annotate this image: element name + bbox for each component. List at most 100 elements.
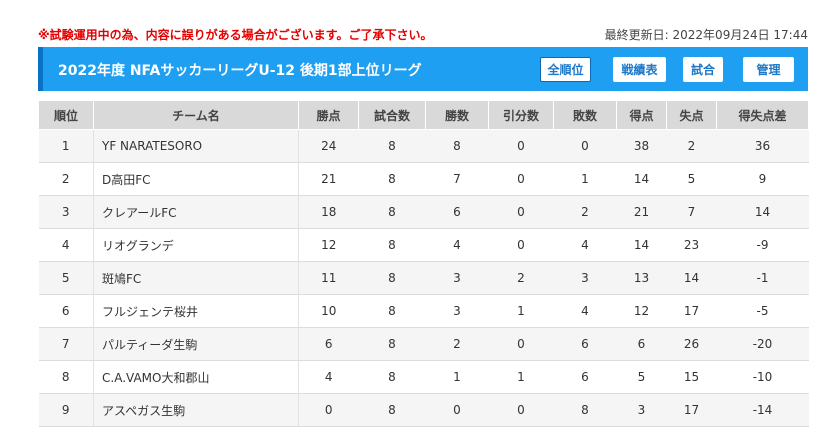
header-team[interactable]: チーム名 (93, 100, 299, 130)
goals-for-cell: 38 (616, 129, 667, 163)
played-cell: 8 (358, 294, 426, 328)
table-row: 2 D高田FC 21 8 7 0 1 14 5 9 (38, 162, 809, 196)
rank-cell: 2 (38, 162, 94, 196)
goals-against-cell: 15 (666, 360, 717, 394)
draws-cell: 0 (488, 162, 554, 196)
goals-against-cell: 7 (666, 195, 717, 229)
table-row: 5 斑鳩FC 11 8 3 2 3 13 14 -1 (38, 261, 809, 295)
losses-cell: 8 (553, 393, 617, 427)
losses-cell: 4 (553, 294, 617, 328)
rank-cell: 5 (38, 261, 94, 295)
results-table-button[interactable]: 戦績表 (613, 57, 666, 82)
header-played[interactable]: 試合数 (358, 100, 426, 130)
wins-cell: 0 (425, 393, 489, 427)
rank-cell: 8 (38, 360, 94, 394)
rank-cell: 9 (38, 393, 94, 427)
team-name-cell[interactable]: パルティーダ生駒 (93, 327, 299, 361)
header-goals-against[interactable]: 失点 (666, 100, 717, 130)
played-cell: 8 (358, 393, 426, 427)
played-cell: 8 (358, 360, 426, 394)
goal-difference-cell: -20 (716, 327, 809, 361)
played-cell: 8 (358, 327, 426, 361)
draws-cell: 0 (488, 195, 554, 229)
goals-for-cell: 6 (616, 327, 667, 361)
team-name-cell[interactable]: アスペガス生駒 (93, 393, 299, 427)
played-cell: 8 (358, 162, 426, 196)
goals-against-cell: 17 (666, 393, 717, 427)
table-row: 7 パルティーダ生駒 6 8 2 0 6 6 26 -20 (38, 327, 809, 361)
draws-cell: 0 (488, 129, 554, 163)
goals-for-cell: 3 (616, 393, 667, 427)
table-row: 9 アスペガス生駒 0 8 0 0 8 3 17 -14 (38, 393, 809, 427)
wins-cell: 3 (425, 261, 489, 295)
goals-for-cell: 14 (616, 228, 667, 262)
points-cell: 24 (298, 129, 359, 163)
goal-difference-cell: -14 (716, 393, 809, 427)
league-title-bar: 2022年度 NFAサッカーリーグU-12 後期1部上位リーグ 全順位 戦績表 … (38, 47, 808, 91)
played-cell: 8 (358, 261, 426, 295)
points-cell: 4 (298, 360, 359, 394)
goal-difference-cell: -1 (716, 261, 809, 295)
losses-cell: 4 (553, 228, 617, 262)
last-updated: 最終更新日: 2022年09月24日 17:44 (604, 28, 808, 42)
header-rank[interactable]: 順位 (38, 100, 94, 130)
points-cell: 21 (298, 162, 359, 196)
losses-cell: 1 (553, 162, 617, 196)
table-row: 1 YF NARATESORO 24 8 8 0 0 38 2 36 (38, 129, 809, 163)
goals-for-cell: 21 (616, 195, 667, 229)
trial-notice: ※試験運用中の為、内容に誤りがある場合がございます。ご了承下さい。 (38, 28, 433, 42)
team-name-cell[interactable]: YF NARATESORO (93, 129, 299, 163)
losses-cell: 3 (553, 261, 617, 295)
table-header-row: 順位 チーム名 勝点 試合数 勝数 引分数 敗数 得点 失点 得失点差 (38, 100, 809, 130)
rank-cell: 3 (38, 195, 94, 229)
losses-cell: 6 (553, 360, 617, 394)
matches-button[interactable]: 試合 (683, 57, 723, 82)
rank-cell: 1 (38, 129, 94, 163)
team-name-cell[interactable]: クレアールFC (93, 195, 299, 229)
wins-cell: 7 (425, 162, 489, 196)
draws-cell: 2 (488, 261, 554, 295)
team-name-cell[interactable]: C.A.VAMO大和郡山 (93, 360, 299, 394)
draws-cell: 0 (488, 327, 554, 361)
wins-cell: 4 (425, 228, 489, 262)
team-name-cell[interactable]: フルジェンテ桜井 (93, 294, 299, 328)
standings-button[interactable]: 全順位 (540, 57, 591, 82)
admin-button[interactable]: 管理 (743, 57, 794, 82)
draws-cell: 0 (488, 228, 554, 262)
team-name-cell[interactable]: 斑鳩FC (93, 261, 299, 295)
wins-cell: 6 (425, 195, 489, 229)
goals-against-cell: 5 (666, 162, 717, 196)
losses-cell: 6 (553, 327, 617, 361)
played-cell: 8 (358, 195, 426, 229)
draws-cell: 0 (488, 393, 554, 427)
notice-row: ※試験運用中の為、内容に誤りがある場合がございます。ご了承下さい。 最終更新日:… (0, 0, 833, 44)
goal-difference-cell: -9 (716, 228, 809, 262)
goal-difference-cell: 14 (716, 195, 809, 229)
header-losses[interactable]: 敗数 (553, 100, 617, 130)
points-cell: 18 (298, 195, 359, 229)
points-cell: 11 (298, 261, 359, 295)
header-wins[interactable]: 勝数 (425, 100, 489, 130)
draws-cell: 1 (488, 294, 554, 328)
points-cell: 10 (298, 294, 359, 328)
wins-cell: 8 (425, 129, 489, 163)
goals-against-cell: 23 (666, 228, 717, 262)
team-name-cell[interactable]: リオグランデ (93, 228, 299, 262)
header-goal-difference[interactable]: 得失点差 (716, 100, 809, 130)
wins-cell: 2 (425, 327, 489, 361)
points-cell: 12 (298, 228, 359, 262)
rank-cell: 4 (38, 228, 94, 262)
header-draws[interactable]: 引分数 (488, 100, 554, 130)
goals-for-cell: 12 (616, 294, 667, 328)
goal-difference-cell: 9 (716, 162, 809, 196)
draws-cell: 1 (488, 360, 554, 394)
goals-against-cell: 14 (666, 261, 717, 295)
points-cell: 6 (298, 327, 359, 361)
table-row: 4 リオグランデ 12 8 4 0 4 14 23 -9 (38, 228, 809, 262)
team-name-cell[interactable]: D高田FC (93, 162, 299, 196)
header-points[interactable]: 勝点 (298, 100, 359, 130)
wins-cell: 3 (425, 294, 489, 328)
losses-cell: 2 (553, 195, 617, 229)
played-cell: 8 (358, 228, 426, 262)
header-goals-for[interactable]: 得点 (616, 100, 667, 130)
